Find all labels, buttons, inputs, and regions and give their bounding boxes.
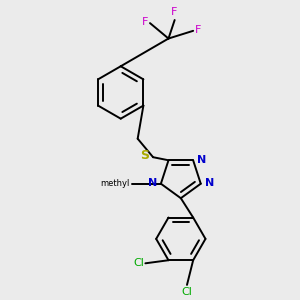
- Text: F: F: [142, 17, 148, 27]
- Text: Cl: Cl: [133, 258, 144, 268]
- Text: F: F: [170, 7, 177, 17]
- Text: F: F: [195, 25, 201, 35]
- Text: N: N: [205, 178, 214, 188]
- Text: N: N: [197, 155, 206, 165]
- Text: S: S: [140, 149, 149, 163]
- Text: methyl: methyl: [100, 179, 130, 188]
- Text: N: N: [148, 178, 157, 188]
- Text: Cl: Cl: [182, 287, 192, 297]
